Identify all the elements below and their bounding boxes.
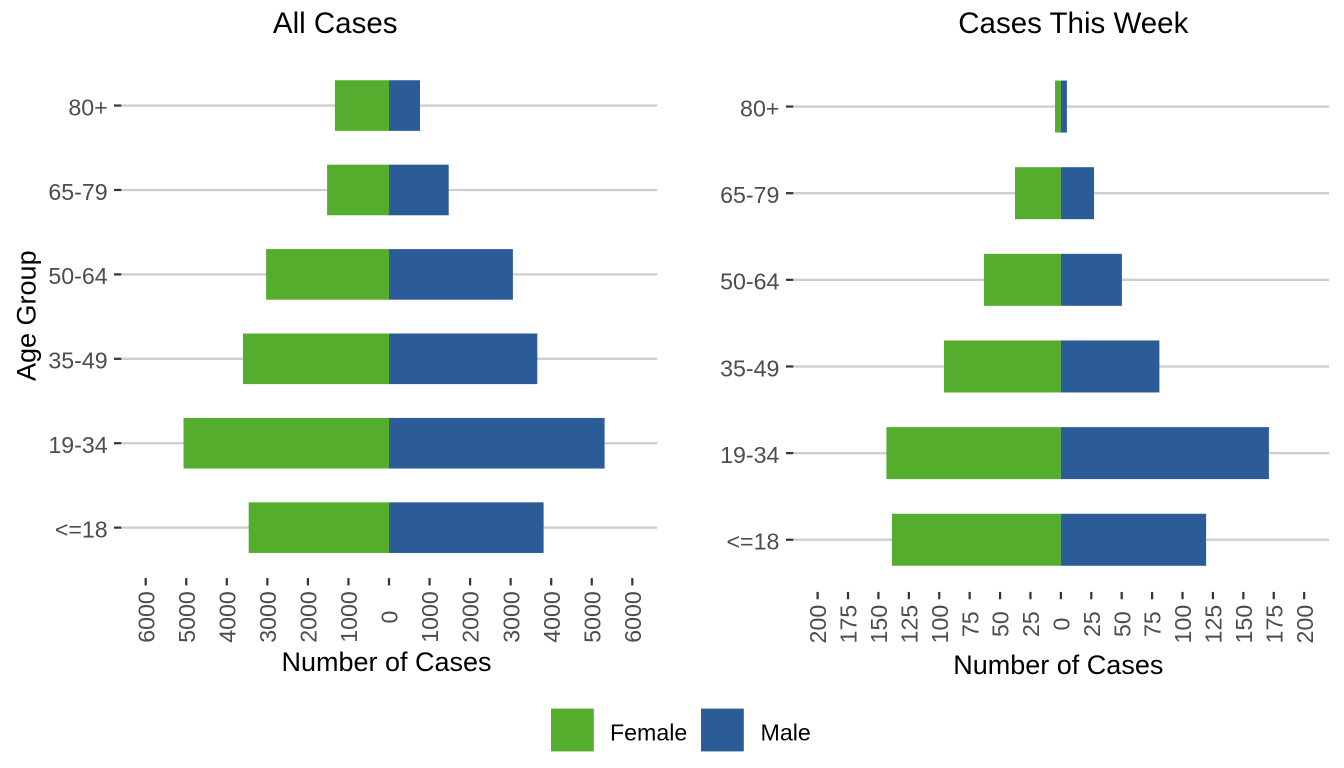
svg-text:4000: 4000 <box>539 591 565 643</box>
svg-text:6000: 6000 <box>620 591 646 643</box>
svg-text:35-49: 35-49 <box>720 355 779 381</box>
svg-text:19-34: 19-34 <box>720 442 779 468</box>
svg-text:Cases This Week: Cases This Week <box>958 7 1188 40</box>
svg-text:125: 125 <box>896 605 922 644</box>
svg-text:<=18: <=18 <box>727 529 780 555</box>
svg-text:80+: 80+ <box>740 95 779 121</box>
svg-text:75: 75 <box>1140 611 1166 637</box>
svg-text:50: 50 <box>988 611 1014 637</box>
svg-text:150: 150 <box>866 605 892 644</box>
svg-text:All Cases: All Cases <box>273 7 398 40</box>
svg-text:150: 150 <box>1231 605 1257 644</box>
svg-text:65-79: 65-79 <box>48 179 107 205</box>
svg-text:200: 200 <box>1292 605 1318 644</box>
svg-text:1000: 1000 <box>417 591 443 643</box>
svg-text:50-64: 50-64 <box>48 263 107 289</box>
svg-text:50: 50 <box>1109 611 1135 637</box>
svg-text:50-64: 50-64 <box>720 269 779 295</box>
svg-text:Number of Cases: Number of Cases <box>281 647 491 677</box>
svg-text:25: 25 <box>1079 611 1105 637</box>
svg-text:Age Group: Age Group <box>12 250 42 381</box>
svg-text:0: 0 <box>377 611 403 624</box>
svg-text:3000: 3000 <box>255 591 281 643</box>
svg-text:Male: Male <box>761 720 811 746</box>
svg-text:Female: Female <box>610 720 687 746</box>
svg-text:2000: 2000 <box>458 591 484 643</box>
svg-text:65-79: 65-79 <box>720 182 779 208</box>
svg-text:200: 200 <box>805 605 831 644</box>
svg-text:100: 100 <box>1170 605 1196 644</box>
svg-text:19-34: 19-34 <box>48 432 107 458</box>
svg-text:175: 175 <box>836 605 862 644</box>
svg-text:Number of Cases: Number of Cases <box>953 650 1163 680</box>
svg-text:1000: 1000 <box>336 591 362 643</box>
svg-text:5000: 5000 <box>579 591 605 643</box>
svg-text:35-49: 35-49 <box>48 348 107 374</box>
svg-text:2000: 2000 <box>296 591 322 643</box>
svg-text:100: 100 <box>927 605 953 644</box>
svg-text:75: 75 <box>957 611 983 637</box>
svg-text:125: 125 <box>1201 605 1227 644</box>
svg-text:0: 0 <box>1048 618 1074 631</box>
svg-text:175: 175 <box>1261 605 1287 644</box>
svg-text:25: 25 <box>1018 611 1044 637</box>
svg-text:4000: 4000 <box>214 591 240 643</box>
svg-text:80+: 80+ <box>68 94 107 120</box>
svg-text:<=18: <=18 <box>55 516 108 542</box>
svg-text:6000: 6000 <box>133 591 159 643</box>
svg-text:5000: 5000 <box>174 591 200 643</box>
svg-text:3000: 3000 <box>498 591 524 643</box>
